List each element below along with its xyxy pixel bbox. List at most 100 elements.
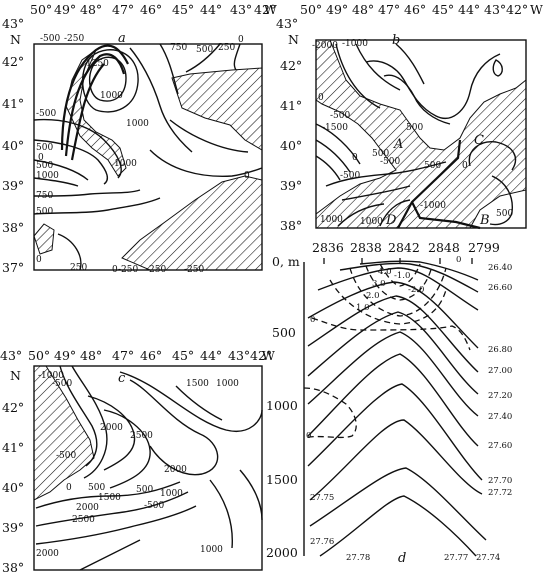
top-axis-label: W bbox=[262, 348, 275, 363]
isopycnal-label: 27.70 bbox=[488, 476, 512, 486]
top-axis-label: 43° bbox=[0, 348, 22, 363]
panel-b-contour bbox=[489, 175, 513, 226]
contour-label: -500 bbox=[36, 109, 56, 119]
contour-label: 0 bbox=[244, 171, 250, 181]
panel-a-top-axis: 50° 49° 48° 47° 46° 45° 44° 43° 42° W bbox=[30, 2, 277, 17]
panel-c-top-axis: 43° 50° 49° 48° 47° 46° 45° 44° 43° 42° … bbox=[0, 348, 275, 363]
isotherm-label: 1.0 bbox=[356, 303, 370, 313]
isopycnal-label: 26.80 bbox=[488, 345, 512, 355]
panel-d-isotherm bbox=[311, 317, 471, 351]
panel-b-contour bbox=[315, 155, 341, 181]
panel-c-contour bbox=[87, 395, 136, 471]
panel-a-contour bbox=[149, 149, 263, 177]
top-axis-label: 46° bbox=[140, 348, 162, 363]
contour-label: 1500 bbox=[186, 379, 209, 389]
panel-label-c: c bbox=[118, 371, 126, 386]
depth-unit: 0, m bbox=[272, 254, 300, 269]
station-label: 2836 bbox=[312, 240, 344, 255]
panel-c-contour bbox=[119, 371, 263, 432]
panel-b-contour bbox=[337, 203, 385, 227]
panel-c-contour bbox=[35, 491, 189, 527]
panel-b-contour bbox=[315, 139, 351, 173]
panel-a-contour bbox=[185, 43, 221, 73]
contour-label: -500 bbox=[40, 34, 60, 44]
panel-c-contour-labels: -1000 -500 1500 1000 2000 2500 2000 -500… bbox=[36, 371, 239, 559]
panel-a-contour bbox=[33, 118, 122, 179]
panel-d-isopycnal bbox=[307, 311, 479, 395]
isotherm-label: -2.0 bbox=[408, 285, 424, 295]
left-axis-label: 41° bbox=[2, 440, 24, 455]
contour-label: -250 bbox=[184, 265, 204, 275]
panel-d-bottom-labels: 27.75 27.76 27.78 27.77 bbox=[310, 493, 468, 563]
panel-d-isotherm bbox=[303, 387, 357, 439]
isotherm-label: 3.0 bbox=[372, 279, 386, 289]
depth-tick: 1000 bbox=[266, 398, 298, 413]
panel-c-contour bbox=[35, 505, 197, 545]
panel-c-contour bbox=[35, 481, 181, 509]
panel-label-a: a bbox=[118, 31, 126, 46]
isotherm-label: 0 bbox=[306, 431, 311, 441]
contour-label: 2500 bbox=[130, 431, 153, 441]
panel-d-isopycnal bbox=[309, 419, 483, 501]
left-axis-label: N bbox=[288, 32, 299, 47]
contour-label: 1000 bbox=[126, 119, 149, 129]
isopycnal-label: 27.72 bbox=[488, 488, 512, 498]
top-axis-label: W bbox=[264, 2, 277, 17]
contour-label: -1000 bbox=[342, 39, 368, 49]
panel-c-contour bbox=[79, 539, 141, 571]
panel-c-left-axis: N 42° 41° 40° 39° 38° bbox=[2, 368, 24, 575]
top-axis-label: 43° bbox=[276, 16, 298, 31]
contour-label: -500 bbox=[340, 171, 360, 181]
contour-label: 2500 bbox=[72, 515, 95, 525]
left-axis-label: 40° bbox=[280, 138, 302, 153]
panel-d-isopycnal bbox=[307, 295, 479, 373]
left-axis-label: 40° bbox=[2, 138, 24, 153]
panel-b-contour bbox=[383, 74, 451, 125]
panel-a-hatched-region-4 bbox=[33, 223, 55, 255]
top-axis-label: 47° bbox=[112, 2, 134, 17]
isotherm-label: 2.0 bbox=[366, 291, 380, 301]
panel-b-contour bbox=[395, 43, 425, 85]
contour-label: 2000 bbox=[36, 549, 59, 559]
panel-d-inner-labels: 4.0 3.0 2.0 1.0 0 0 0 -1.0 -2.0 bbox=[306, 255, 461, 441]
top-axis-label: 50° bbox=[30, 2, 52, 17]
left-axis-label: 39° bbox=[2, 178, 24, 193]
panel-b-contour bbox=[492, 59, 503, 77]
point-label-c: C bbox=[474, 133, 484, 148]
point-label-d: D bbox=[385, 213, 397, 228]
station-label: 2799 bbox=[468, 240, 500, 255]
left-axis-label: 39° bbox=[2, 520, 24, 535]
contour-label: 2000 bbox=[100, 423, 123, 433]
isopycnal-label: 26.60 bbox=[488, 283, 512, 293]
contour-label: 1000 bbox=[360, 217, 383, 227]
contour-label: -1500 bbox=[322, 123, 348, 133]
top-axis-label: W bbox=[530, 2, 543, 17]
top-axis-label: 45° bbox=[172, 348, 194, 363]
panel-b-contour-labels: -2000 -1000 0 -500 -1500 500 0 500 -500 … bbox=[312, 39, 513, 227]
left-axis-label: 42° bbox=[2, 400, 24, 415]
panel-a-contour bbox=[33, 159, 89, 181]
top-axis-label: 44° bbox=[458, 2, 480, 17]
contour-label: 0 bbox=[318, 93, 324, 103]
contour-label: -1000 bbox=[38, 371, 64, 381]
panel-a-frame bbox=[33, 43, 263, 271]
panel-a: 50° 49° 48° 47° 46° 45° 44° 43° 42° W 43… bbox=[2, 2, 277, 275]
left-axis-label: 42° bbox=[280, 58, 302, 73]
panel-a-contour bbox=[57, 233, 82, 271]
depth-tick: 2000 bbox=[266, 545, 298, 560]
panel-a-contour bbox=[64, 53, 126, 157]
left-axis-label: 43° bbox=[2, 16, 24, 31]
panel-a-contour bbox=[159, 43, 179, 95]
isopycnal-label: 27.20 bbox=[488, 391, 512, 401]
contour-label: 500 bbox=[36, 207, 53, 217]
isotherm-label: 0 bbox=[310, 315, 315, 325]
contour-label: 0 bbox=[238, 35, 244, 45]
isotherm-label: 0 bbox=[456, 255, 461, 265]
panel-d-isopycnal bbox=[339, 262, 479, 293]
panel-a-contour bbox=[33, 177, 79, 187]
left-axis-label: 37° bbox=[2, 260, 24, 275]
contour-label: 0 bbox=[36, 255, 42, 265]
panel-c-contour bbox=[103, 409, 151, 489]
contour-label: 500 bbox=[496, 209, 513, 219]
